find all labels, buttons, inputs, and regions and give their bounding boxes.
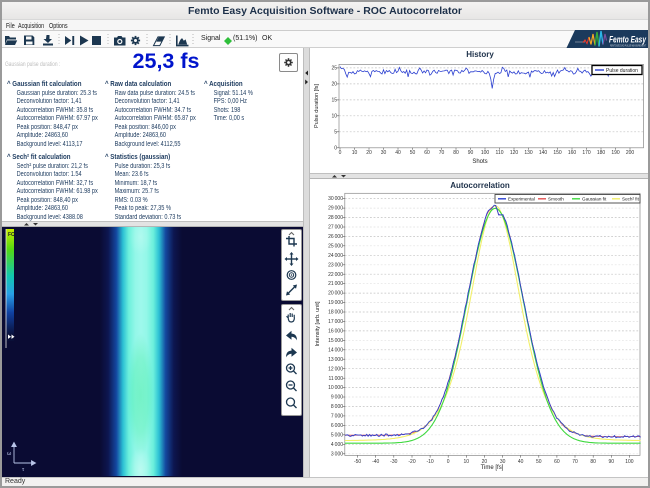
svg-text:Shots: Shots	[472, 159, 487, 165]
svg-text:0: 0	[334, 146, 337, 152]
svg-text:50: 50	[410, 150, 416, 156]
svg-text:Time [fs]: Time [fs]	[481, 465, 504, 471]
svg-text:80: 80	[453, 150, 459, 156]
svg-text:4 000: 4 000	[331, 442, 343, 448]
svg-text:9 000: 9 000	[331, 395, 343, 401]
svg-text:3 000: 3 000	[331, 451, 343, 457]
svg-text:20: 20	[331, 82, 337, 88]
svg-text:200: 200	[626, 150, 635, 156]
svg-text:τ: τ	[22, 467, 25, 473]
svg-text:30: 30	[500, 459, 506, 465]
svg-text:15 000: 15 000	[328, 338, 343, 344]
svg-text:90: 90	[468, 150, 474, 156]
svg-text:Experimental: Experimental	[508, 197, 535, 202]
svg-text:29 000: 29 000	[328, 206, 343, 212]
svg-text:16 000: 16 000	[328, 329, 343, 335]
svg-text:10: 10	[331, 114, 337, 120]
svg-text:Gaussian fit: Gaussian fit	[582, 197, 607, 202]
svg-text:110: 110	[496, 150, 504, 156]
svg-text:ω: ω	[7, 451, 12, 457]
svg-text:Smooth: Smooth	[548, 197, 564, 202]
svg-text:Pulse duration: Pulse duration	[606, 68, 638, 74]
svg-text:Autocorrelation: Autocorrelation	[450, 181, 510, 190]
svg-text:-20: -20	[408, 459, 415, 465]
svg-text:70: 70	[439, 150, 445, 156]
svg-text:12 000: 12 000	[328, 366, 343, 372]
svg-text:History: History	[466, 50, 494, 59]
svg-text:60: 60	[554, 459, 560, 465]
svg-text:11 000: 11 000	[328, 376, 343, 382]
svg-text:8 000: 8 000	[331, 404, 343, 410]
svg-text:6 000: 6 000	[331, 423, 343, 429]
svg-text:40: 40	[518, 459, 524, 465]
svg-text:25: 25	[331, 66, 337, 72]
svg-text:0: 0	[447, 459, 450, 465]
svg-text:-50: -50	[354, 459, 361, 465]
svg-text:21 000: 21 000	[328, 281, 343, 287]
svg-text:15: 15	[331, 98, 337, 104]
svg-text:28 000: 28 000	[328, 215, 343, 221]
svg-text:26 000: 26 000	[328, 234, 343, 240]
svg-text:19 000: 19 000	[328, 300, 343, 306]
svg-text:Sech² fit: Sech² fit	[622, 197, 640, 202]
svg-text:-10: -10	[426, 459, 433, 465]
svg-text:70: 70	[572, 459, 578, 465]
svg-text:60: 60	[424, 150, 430, 156]
svg-text:80: 80	[590, 459, 596, 465]
svg-text:-30: -30	[390, 459, 397, 465]
svg-text:50: 50	[536, 459, 542, 465]
svg-text:180: 180	[597, 150, 606, 156]
svg-text:20: 20	[366, 150, 372, 156]
svg-text:7 000: 7 000	[331, 414, 343, 420]
svg-text:30: 30	[381, 150, 387, 156]
svg-text:20: 20	[482, 459, 488, 465]
svg-text:25 000: 25 000	[328, 243, 343, 249]
svg-text:120: 120	[510, 150, 519, 156]
svg-text:FC: FC	[8, 232, 15, 238]
svg-text:Pulse duration [fs]: Pulse duration [fs]	[314, 84, 320, 128]
svg-text:Femto Easy: Femto Easy	[609, 35, 646, 46]
svg-text:160: 160	[568, 150, 577, 156]
svg-text:170: 170	[582, 150, 591, 156]
svg-text:10: 10	[352, 150, 358, 156]
svg-text:40: 40	[395, 150, 401, 156]
svg-text:20 000: 20 000	[328, 291, 343, 297]
svg-text:27 000: 27 000	[328, 225, 343, 231]
svg-text:23 000: 23 000	[328, 262, 343, 268]
svg-text:140: 140	[539, 150, 548, 156]
svg-text:17 000: 17 000	[328, 319, 343, 325]
svg-text:100: 100	[625, 459, 634, 465]
svg-text:0: 0	[339, 150, 342, 156]
svg-text:90: 90	[609, 459, 615, 465]
svg-text:24 000: 24 000	[328, 253, 343, 259]
svg-text:5: 5	[334, 130, 337, 136]
svg-text:100: 100	[481, 150, 490, 156]
svg-text:13 000: 13 000	[328, 357, 343, 363]
svg-text:5 000: 5 000	[331, 432, 343, 438]
svg-text:30 000: 30 000	[328, 196, 343, 202]
svg-text:14 000: 14 000	[328, 347, 343, 353]
svg-text:130: 130	[524, 150, 533, 156]
svg-text:22 000: 22 000	[328, 272, 343, 278]
svg-text:18 000: 18 000	[328, 310, 343, 316]
svg-text:10: 10	[464, 459, 470, 465]
svg-text:190: 190	[611, 150, 620, 156]
svg-text:Intensity [arb. unit]: Intensity [arb. unit]	[315, 301, 321, 346]
svg-text:-40: -40	[372, 459, 379, 465]
svg-text:150: 150	[553, 150, 562, 156]
svg-text:10 000: 10 000	[328, 385, 343, 391]
svg-text:FEMTOSECOND PULSE MEASUREMENT: FEMTOSECOND PULSE MEASUREMENT	[610, 44, 646, 48]
